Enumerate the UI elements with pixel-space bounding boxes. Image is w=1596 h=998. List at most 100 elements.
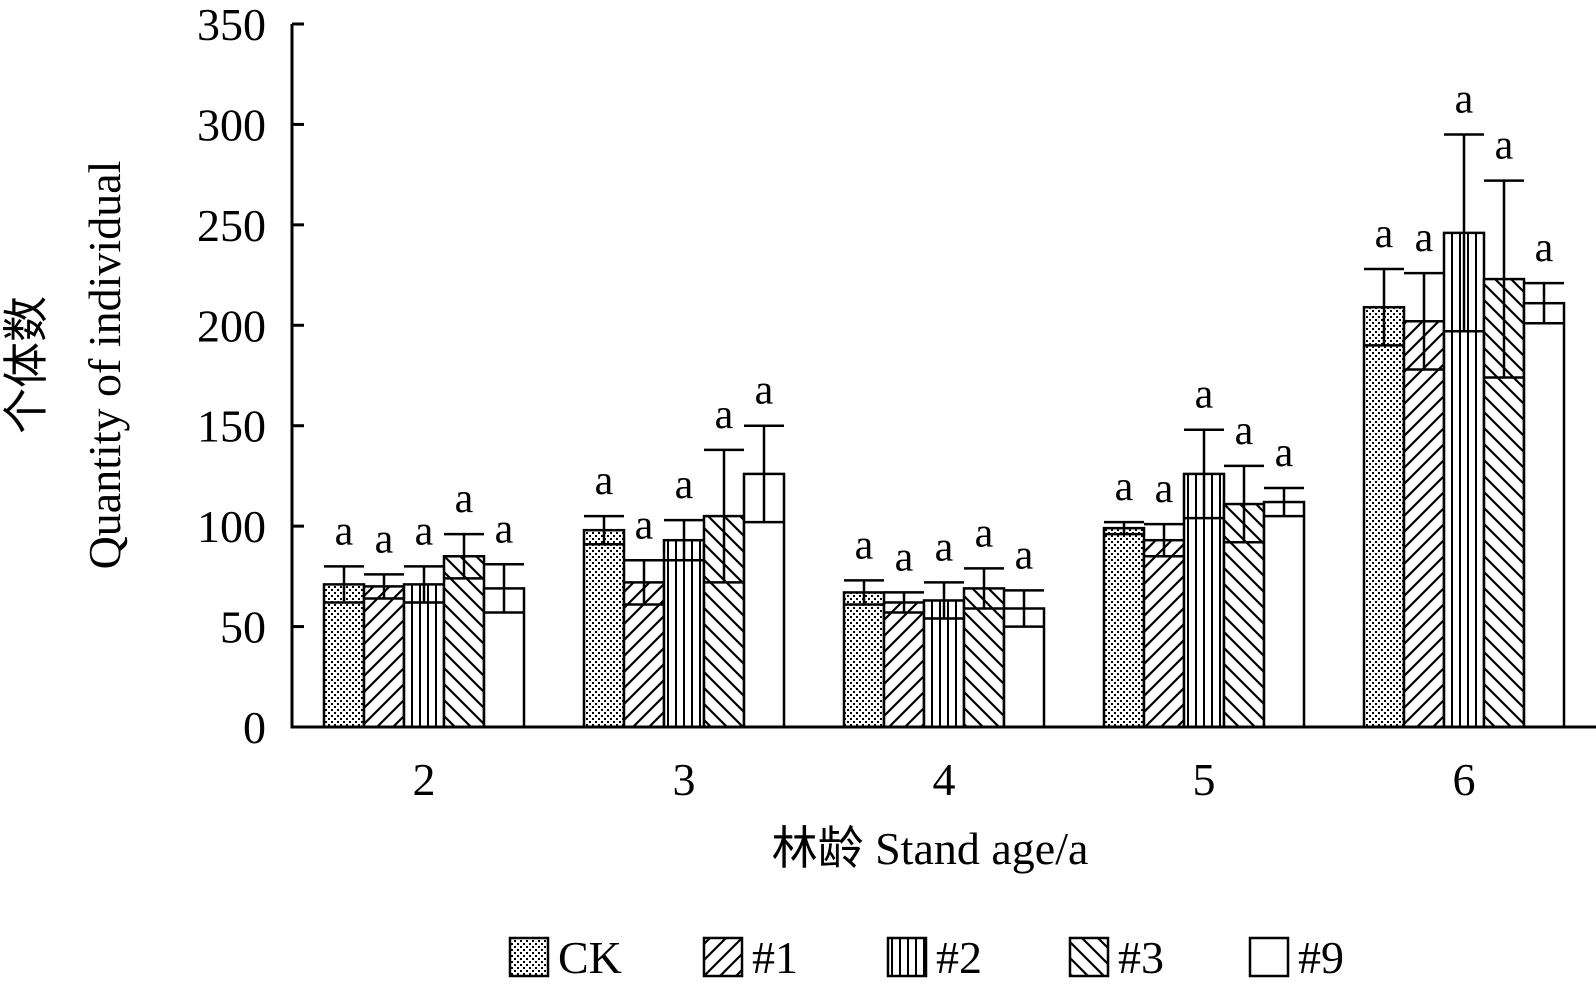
- significance-label: a: [1535, 225, 1554, 271]
- significance-label: a: [1115, 464, 1134, 510]
- y-tick-label: 300: [197, 99, 266, 150]
- significance-label: a: [1415, 215, 1434, 261]
- legend-label: #1: [752, 932, 798, 983]
- error-bar: [1524, 281, 1564, 325]
- significance-label: a: [1375, 211, 1394, 257]
- significance-label: a: [1235, 408, 1254, 454]
- legend-swatch: [508, 936, 550, 978]
- x-tick-label: 3: [673, 754, 696, 805]
- y-axis-ticks: 0 50 100 150 200 250 300 350: [197, 0, 304, 753]
- bars-layer: [322, 231, 1566, 729]
- y-axis-title-cn: 个体数: [1, 296, 52, 434]
- error-bar: [704, 448, 744, 584]
- bar: [362, 585, 406, 729]
- significance-label: a: [595, 458, 614, 504]
- significance-label: a: [1495, 123, 1514, 169]
- error-bars-layer: [324, 133, 1564, 628]
- bar: [402, 583, 446, 729]
- significance-label: a: [975, 510, 994, 556]
- significance-label: a: [895, 534, 914, 580]
- x-axis-title: 林龄 Stand age/a: [772, 823, 1089, 874]
- legend-label: #9: [1298, 932, 1344, 983]
- y-tick-label: 250: [197, 200, 266, 251]
- x-tick-label: 5: [1193, 754, 1216, 805]
- x-tick-label: 4: [933, 754, 956, 805]
- error-bar: [1444, 133, 1484, 333]
- error-bar: [1004, 589, 1044, 628]
- significance-label: a: [335, 508, 354, 554]
- error-bar: [924, 581, 964, 620]
- error-bar: [1104, 520, 1144, 536]
- bar: [322, 583, 366, 729]
- significance-label: a: [1195, 372, 1214, 418]
- error-bar: [624, 559, 664, 606]
- legend-label: CK: [558, 932, 622, 983]
- y-tick-label: 100: [197, 501, 266, 552]
- significance-label: a: [455, 476, 474, 522]
- significance-label: a: [495, 506, 514, 552]
- significance-label: a: [1155, 466, 1174, 512]
- error-bar: [1224, 464, 1264, 544]
- error-bar: [484, 563, 524, 614]
- significance-label: a: [855, 522, 874, 568]
- bar: [1402, 320, 1446, 729]
- bar: [1362, 305, 1406, 729]
- significance-label: a: [675, 462, 694, 508]
- y-axis-title-en: Quantity of individual: [79, 161, 130, 570]
- legend-item: #3: [1068, 932, 1164, 983]
- bar: [882, 601, 926, 729]
- significance-label: a: [755, 368, 774, 414]
- error-bar: [664, 518, 704, 562]
- error-bar: [1364, 267, 1404, 347]
- error-bar: [584, 514, 624, 546]
- error-bar: [1264, 486, 1304, 518]
- y-tick-label: 50: [220, 602, 266, 653]
- error-bar: [964, 567, 1004, 610]
- significance-label: a: [1275, 430, 1294, 476]
- bar: [662, 538, 706, 729]
- y-axis-title: 个体数 Quantity of individual: [1, 161, 130, 570]
- x-tick-label: 2: [413, 754, 436, 805]
- legend-label: #2: [936, 932, 982, 983]
- bar: [442, 555, 486, 729]
- legend-swatch: [702, 936, 744, 978]
- legend-item: #2: [886, 932, 982, 983]
- bar: [1262, 500, 1306, 729]
- significance-label: a: [1015, 532, 1034, 578]
- x-axis-tick-labels: 2 3 4 5 6: [413, 754, 1476, 805]
- y-tick-label: 150: [197, 401, 266, 452]
- legend-label: #3: [1118, 932, 1164, 983]
- error-bar: [324, 565, 364, 604]
- legend-item: #1: [702, 932, 798, 983]
- bar: [1102, 526, 1146, 729]
- bar: [1142, 538, 1186, 729]
- y-tick-label: 350: [197, 0, 266, 50]
- significance-label: a: [415, 508, 434, 554]
- significance-label: a: [635, 502, 654, 548]
- error-bar: [744, 424, 784, 524]
- y-tick-label: 0: [243, 702, 266, 753]
- x-tick-label: 6: [1453, 754, 1476, 805]
- y-tick-label: 200: [197, 300, 266, 351]
- error-bar: [1184, 428, 1224, 520]
- error-bar: [364, 573, 404, 600]
- legend-swatch: [886, 936, 928, 978]
- error-bar: [844, 579, 884, 606]
- bar: [842, 591, 886, 729]
- significance-label: a: [935, 524, 954, 570]
- legend-item: #9: [1248, 932, 1344, 983]
- error-bar: [1404, 271, 1444, 371]
- legend-swatch: [1068, 936, 1110, 978]
- bar: [1522, 301, 1566, 729]
- error-bar: [884, 591, 924, 614]
- bar: [582, 528, 626, 729]
- legend: CK #1 #2 #3 #9: [508, 932, 1344, 983]
- error-bar: [1144, 522, 1184, 558]
- error-bar: [444, 532, 484, 580]
- significance-label: a: [1455, 76, 1474, 122]
- legend-swatch: [1248, 936, 1290, 978]
- bar: [622, 581, 666, 729]
- legend-item: CK: [508, 932, 622, 983]
